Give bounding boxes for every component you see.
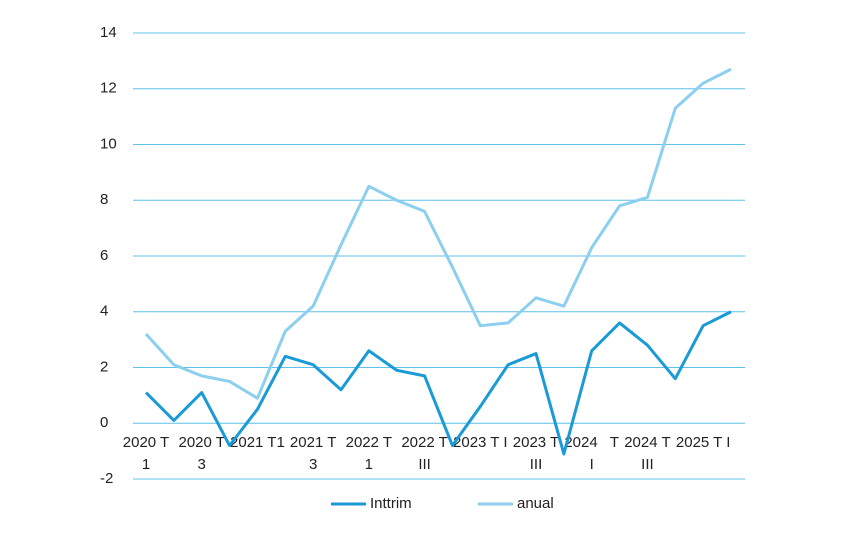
x-tick-label: 2023 T I — [453, 434, 508, 451]
x-tick-label: I — [590, 456, 594, 473]
x-tick-label: 3 — [198, 456, 206, 473]
x-tick-label: 3 — [309, 456, 317, 473]
x-tick-label: 2020 T — [123, 434, 169, 451]
x-tick-label: 2024 T — [624, 434, 670, 451]
y-tick-label: 8 — [100, 191, 108, 208]
x-tick-label: 2020 T — [178, 434, 224, 451]
x-tick-label: 2025 T I — [676, 434, 731, 451]
x-tick-label: III — [530, 456, 543, 473]
x-tick-label: 2022 T — [346, 434, 392, 451]
x-tick-label: 2024 T — [564, 434, 619, 451]
x-tick-label: III — [418, 456, 431, 473]
x-tick-label: 2022 T — [401, 434, 447, 451]
series-line — [144, 310, 732, 456]
y-tick-label: 6 — [100, 247, 108, 264]
x-tick-label: 2023 T — [513, 434, 559, 451]
legend-label: Inttrim — [370, 495, 412, 512]
y-tick-label: 4 — [100, 303, 108, 320]
y-tick-label: 12 — [100, 80, 117, 97]
x-tick-label: III — [641, 456, 654, 473]
y-tick-label: 0 — [100, 414, 108, 431]
legend-label: anual — [517, 495, 554, 512]
series-line — [144, 67, 732, 400]
y-tick-label: -2 — [100, 470, 113, 487]
x-tick-label: 1 — [365, 456, 373, 473]
x-tick-label: 2021 T — [290, 434, 336, 451]
x-tick-label: 2021 T1 — [230, 434, 285, 451]
y-tick-label: 14 — [100, 24, 117, 41]
y-tick-label: 10 — [100, 135, 117, 152]
x-tick-label: 1 — [142, 456, 150, 473]
y-tick-label: 2 — [100, 358, 108, 375]
